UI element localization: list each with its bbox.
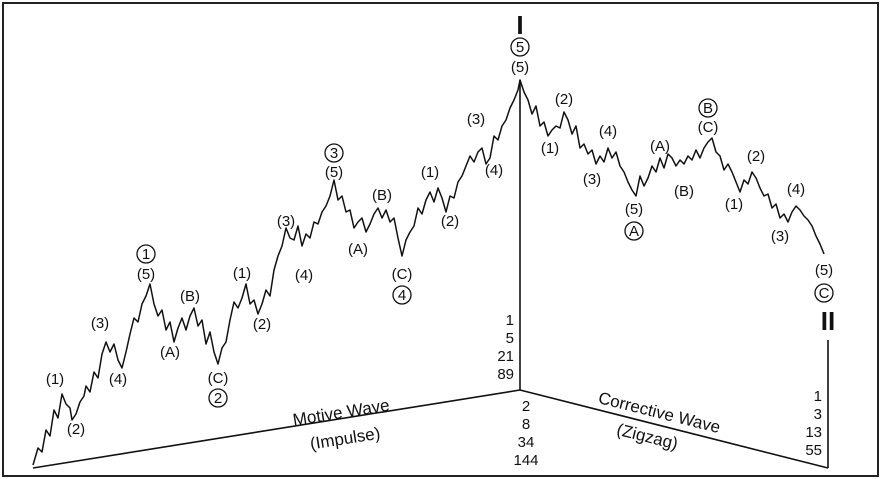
fib-count: 21 (497, 348, 514, 365)
wave-label: (B) (674, 183, 694, 200)
circled-label-c: C (814, 283, 834, 303)
wave-label: (2) (253, 316, 271, 333)
circled-label-3: 3 (324, 143, 344, 163)
wave-label: (5) (511, 59, 529, 76)
circle-4-ring (392, 285, 412, 305)
circle-c-ring (814, 283, 834, 303)
zigzag-wave-counts: 1 3 13 55 (805, 388, 822, 459)
wave-label: (A) (160, 344, 180, 361)
circle-5-text: 5 (516, 39, 524, 56)
circled-label-5: 5 (510, 37, 530, 57)
circled-label-1: 1 (136, 244, 156, 264)
wave-label: (2) (441, 213, 459, 230)
wave-label: (C) (392, 266, 413, 283)
circle-5-ring (510, 37, 530, 57)
circle-4-text: 4 (398, 287, 406, 304)
fib-count: 1 (506, 312, 514, 329)
wave-label: (A) (348, 241, 368, 258)
wave-label: (3) (771, 228, 789, 245)
fib-count: 3 (814, 406, 822, 423)
fib-count: 1 (814, 388, 822, 405)
fib-count: 13 (805, 424, 822, 441)
wave-label: (5) (625, 201, 643, 218)
circle-b-ring (698, 98, 718, 118)
wave-label: (B) (180, 288, 200, 305)
fib-count: 144 (513, 452, 538, 469)
wave-label: (4) (787, 181, 805, 198)
circle-c-text: C (819, 285, 830, 302)
wave-label: (C) (208, 370, 229, 387)
wave-label: (5) (137, 266, 155, 283)
motive-baseline (32, 389, 521, 469)
wave-label: (B) (372, 187, 392, 204)
wave-label: (5) (325, 164, 343, 181)
circled-label-b: B (698, 98, 718, 118)
circled-label-a: A (624, 221, 644, 241)
wave-label: (A) (650, 138, 670, 155)
wave-label: (1) (725, 196, 743, 213)
circle-2-ring (208, 388, 228, 408)
wave-price-path (32, 79, 825, 466)
circle-3-text: 3 (330, 145, 338, 162)
wave-label: (3) (277, 213, 295, 230)
circle-1-text: 1 (142, 246, 150, 263)
wave-label: (1) (541, 140, 559, 157)
wave-label: (4) (485, 162, 503, 179)
fib-count: 55 (805, 442, 822, 459)
wave-label: (2) (555, 91, 573, 108)
circle-a-ring (624, 221, 644, 241)
circled-label-4: 4 (392, 285, 412, 305)
wave-label: (4) (599, 123, 617, 140)
wave-label: (1) (233, 265, 251, 282)
wave-label: (1) (421, 164, 439, 181)
wave-i-label: I (516, 10, 523, 40)
wave-ii-label: II (821, 306, 835, 336)
wave-label: (C) (698, 119, 719, 136)
wave-label: (5) (815, 262, 833, 279)
impulse-wave-counts: 1 5 21 89 (497, 312, 514, 383)
circle-1-ring (136, 244, 156, 264)
wave-label: (3) (91, 315, 109, 332)
circle-2-text: 2 (214, 390, 222, 407)
wave-label: (3) (467, 111, 485, 128)
circle-3-ring (324, 143, 344, 163)
impulse-caption: (Impulse) (309, 424, 382, 454)
wave-label: (1) (46, 371, 64, 388)
wave-label: (2) (747, 148, 765, 165)
wave-label: (3) (583, 171, 601, 188)
corrective-baseline (519, 389, 829, 469)
wave-label: (4) (295, 267, 313, 284)
fib-count: 2 (522, 398, 530, 415)
circle-a-text: A (629, 223, 639, 240)
base-wave-counts: 2 8 34 144 (513, 398, 538, 469)
fib-count: 89 (497, 366, 514, 383)
wave-label: (4) (109, 371, 127, 388)
circle-b-text: B (703, 100, 713, 117)
wave-label: (2) (67, 421, 85, 438)
fib-count: 8 (522, 416, 530, 433)
fib-count: 5 (506, 330, 514, 347)
circled-label-2: 2 (208, 388, 228, 408)
fib-count: 34 (518, 434, 535, 451)
